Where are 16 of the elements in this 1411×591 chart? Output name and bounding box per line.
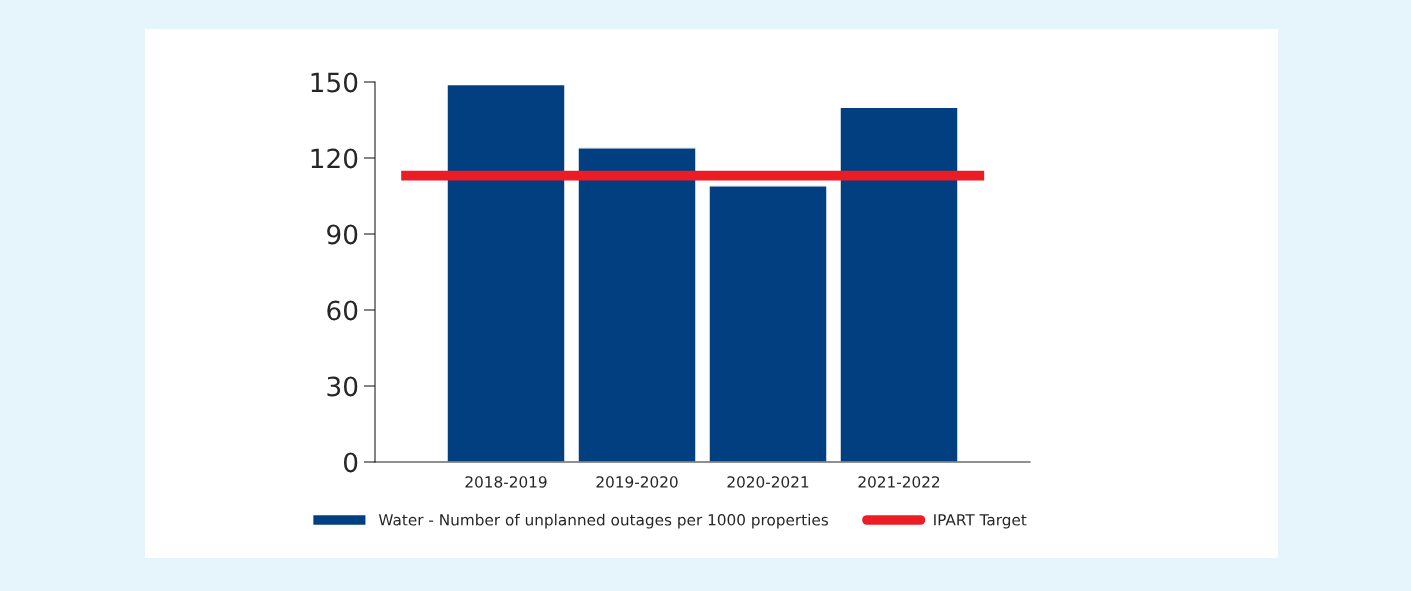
y-tick-label: 120 <box>311 148 358 169</box>
legend-label: IPART Target <box>934 514 1027 529</box>
y-tick-label: 30 <box>327 376 358 397</box>
bar <box>446 83 566 462</box>
x-tick-label: 2020-2021 <box>727 476 809 488</box>
x-tick-label: 2021-2022 <box>858 476 940 488</box>
bar <box>839 106 959 462</box>
y-tick-label: 90 <box>327 224 358 245</box>
bar <box>577 147 697 462</box>
legend-label: Water - Number of unplanned outages per 1000 properties <box>378 513 829 529</box>
x-tick-label: 2018-2019 <box>465 476 547 488</box>
y-tick-label: 0 <box>343 452 358 473</box>
y-tick-label: 60 <box>327 300 358 321</box>
x-tick-label: 2019-2020 <box>596 476 678 488</box>
bar <box>708 185 828 462</box>
y-tick-label: 150 <box>311 72 358 93</box>
